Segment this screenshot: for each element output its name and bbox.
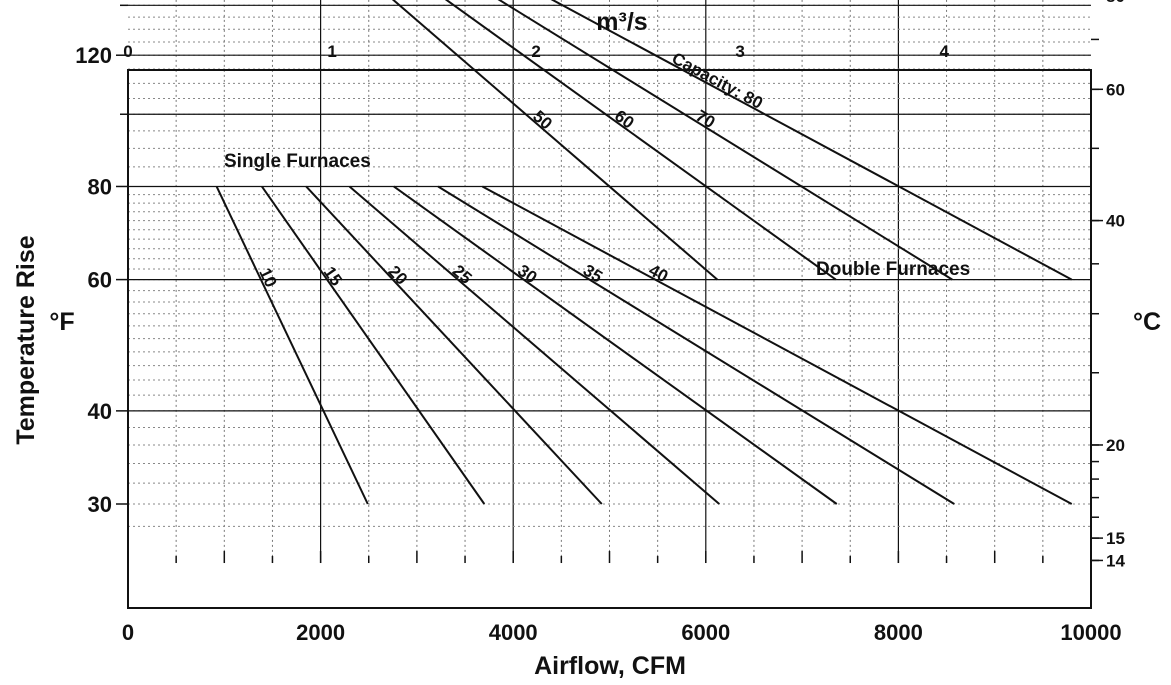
- capacity-label-25: 25: [449, 261, 476, 288]
- x-tick-label: 0: [122, 620, 134, 645]
- capacity-line-60: [444, 0, 837, 281]
- capacity-line-15: [261, 185, 486, 505]
- capacity-label-70: 70: [692, 106, 718, 132]
- capacity-line-50: [391, 0, 719, 281]
- y-axis-title: Temperature Rise: [12, 235, 40, 444]
- capacity-line-70: [497, 0, 953, 281]
- top-tick-label: 2: [531, 42, 540, 61]
- capacity-label-60: 60: [611, 106, 637, 132]
- capacity-label-group-80: Capacity: 80: [669, 49, 766, 113]
- capacity-label-50: 50: [529, 107, 556, 134]
- y-tick-label: 80: [88, 174, 112, 199]
- grid-layer: [128, 0, 1091, 564]
- x-tick-label: 10000: [1060, 620, 1121, 645]
- top-tick-label: 4: [939, 42, 949, 61]
- top-tick-label: 0: [123, 42, 132, 61]
- x-tick-label: 6000: [681, 620, 730, 645]
- capacity-line-80: [550, 0, 1073, 281]
- capacity-label-40: 40: [646, 261, 672, 287]
- capacity-label-group-30: 30: [514, 261, 540, 287]
- capacity-label-group-70: 70: [692, 106, 718, 132]
- top-tick-label: 3: [735, 42, 744, 61]
- x-axis-title: Airflow, CFM: [534, 652, 686, 680]
- y-right-tick-label: 60: [1106, 80, 1125, 99]
- top-tick-label: 1: [327, 42, 336, 61]
- double-furnaces-label: Double Furnaces: [816, 259, 970, 280]
- capacity-label-group-20: 20: [384, 262, 411, 289]
- y-right-tick-label: 20: [1106, 436, 1125, 455]
- capacity-label-group-15: 15: [320, 263, 346, 289]
- y-tick-label: 60: [88, 268, 112, 293]
- y-right-tick-label: 14: [1106, 551, 1125, 570]
- y-right-tick-label: 15: [1106, 529, 1125, 548]
- y-right-unit: °C: [1133, 308, 1161, 336]
- capacity-label-group-60: 60: [611, 106, 637, 132]
- y-right-tick-label: 40: [1106, 212, 1125, 231]
- y-right-tick-label: 80: [1106, 0, 1125, 6]
- capacity-label-group-25: 25: [449, 261, 476, 288]
- capacity-label-80: Capacity: 80: [669, 49, 766, 113]
- axis-layer: 0200040006000800010000012343040608012016…: [75, 0, 1125, 645]
- top-axis-title: m³/s: [596, 8, 647, 36]
- capacity-label-35: 35: [580, 261, 606, 287]
- capacity-line-40: [481, 185, 1073, 505]
- x-tick-label: 2000: [296, 620, 345, 645]
- plot-frame: [127, 69, 1092, 609]
- y-tick-label: 40: [88, 399, 112, 424]
- capacity-line-10: [215, 186, 369, 505]
- x-tick-label: 4000: [489, 620, 538, 645]
- capacity-line-30: [393, 185, 838, 505]
- capacity-label-20: 20: [384, 262, 411, 289]
- y-left-unit: °F: [49, 308, 74, 336]
- capacity-line-25: [348, 185, 720, 505]
- capacity-label-group-50: 50: [529, 107, 556, 134]
- capacity-line-20: [305, 185, 603, 505]
- single-furnaces-label: Single Furnaces: [224, 151, 371, 172]
- y-tick-label: 120: [75, 43, 112, 68]
- capacity-label-group-40: 40: [646, 261, 672, 287]
- capacity-label-30: 30: [514, 261, 540, 287]
- capacity-line-35: [437, 185, 955, 505]
- x-tick-label: 8000: [874, 620, 923, 645]
- capacity-label-15: 15: [320, 263, 346, 289]
- y-tick-label: 30: [88, 492, 112, 517]
- capacity-label-group-35: 35: [580, 261, 606, 287]
